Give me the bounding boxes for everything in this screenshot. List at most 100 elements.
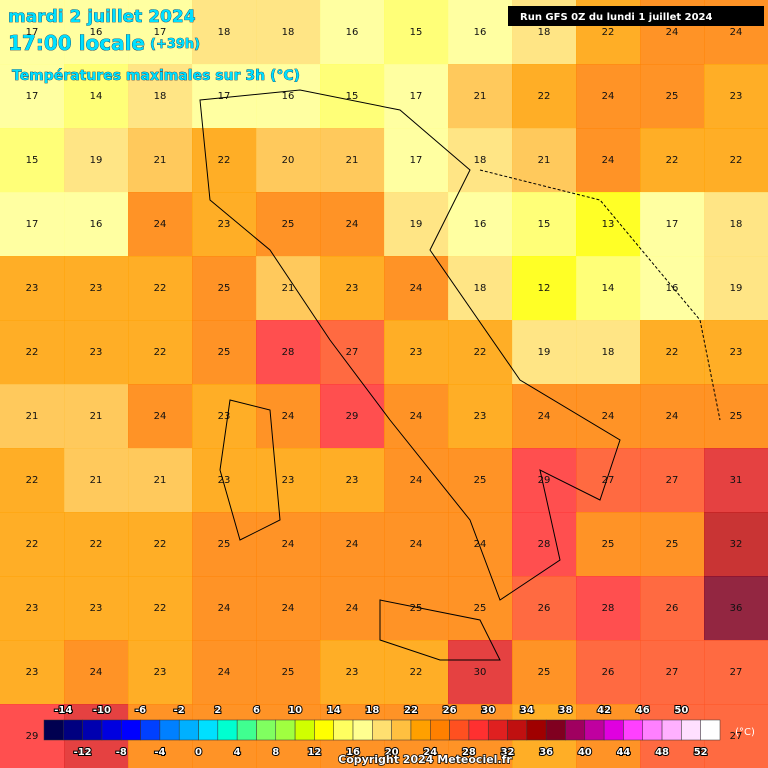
temp-cell (640, 192, 705, 257)
temp-cell (384, 192, 449, 257)
scale-box (294, 719, 315, 741)
temp-value: 16 (282, 91, 295, 102)
temp-cell (128, 448, 193, 513)
temp-cell (512, 64, 577, 129)
temp-cell (576, 384, 641, 449)
temp-value: 25 (218, 283, 231, 294)
temp-value: 16 (666, 283, 679, 294)
temp-value: 24 (154, 411, 167, 422)
temp-value: 23 (218, 411, 231, 422)
temp-cell (640, 64, 705, 129)
scale-box (623, 719, 643, 741)
scale-label: 34 (520, 705, 534, 716)
temp-value: 23 (474, 411, 487, 422)
temp-value: 18 (154, 91, 167, 102)
scale-box (43, 719, 64, 741)
temp-value: 22 (154, 347, 167, 358)
temp-value: 26 (602, 667, 615, 678)
temp-cell (512, 128, 577, 193)
temp-value: 21 (282, 283, 295, 294)
temp-value: 23 (90, 347, 103, 358)
temp-cell (704, 192, 768, 257)
scale-label: 18 (365, 705, 379, 716)
scale-label: -12 (74, 747, 92, 758)
temp-cell (640, 384, 705, 449)
scale-label: 6 (253, 705, 260, 716)
scale-label: -8 (116, 747, 127, 758)
temp-value: 22 (26, 347, 39, 358)
temp-cell (320, 320, 385, 385)
scale-label: 20 (385, 747, 399, 758)
temp-cell (128, 576, 193, 641)
temp-cell (256, 192, 321, 257)
temp-value: 27 (602, 475, 615, 486)
temp-value: 27 (666, 475, 679, 486)
temp-value: 17 (666, 219, 679, 230)
temp-cell (256, 576, 321, 641)
temp-cell (640, 448, 705, 513)
temp-value: 29 (26, 731, 39, 742)
temp-cell (128, 384, 193, 449)
scale-box (642, 719, 663, 741)
temp-cell (384, 128, 449, 193)
scale-box (661, 719, 682, 741)
temp-value: 24 (346, 219, 359, 230)
scale-label: -6 (135, 705, 146, 716)
temp-value: 24 (602, 155, 615, 166)
scale-box (63, 719, 83, 741)
temp-cell (448, 192, 513, 257)
coastline (379, 599, 501, 661)
scale-box (468, 719, 489, 741)
temp-value: 19 (410, 219, 423, 230)
temp-cell (128, 192, 193, 257)
temp-value: 22 (218, 155, 231, 166)
scale-box (487, 719, 508, 741)
temp-cell (128, 0, 193, 65)
scale-label: 40 (578, 747, 592, 758)
temp-value: 24 (666, 411, 679, 422)
scale-box (584, 719, 605, 741)
scale-box (82, 719, 103, 741)
temp-cell (256, 512, 321, 577)
temp-value: 25 (282, 219, 295, 230)
temp-value: 21 (90, 475, 103, 486)
temp-value: 24 (474, 539, 487, 550)
temp-value: 22 (474, 347, 487, 358)
scale-label: 48 (655, 747, 669, 758)
temp-cell (448, 640, 513, 705)
temp-value: 16 (474, 27, 487, 38)
temp-value: 22 (538, 91, 551, 102)
temp-cell (256, 640, 321, 705)
temp-cell (704, 128, 768, 193)
temp-value: 23 (346, 283, 359, 294)
temp-value: 27 (666, 667, 679, 678)
temp-value: 23 (730, 347, 743, 358)
temp-value: 36 (730, 603, 743, 614)
scale-box (333, 719, 354, 741)
temp-value: 22 (90, 539, 103, 550)
temp-cell (192, 64, 257, 129)
temp-cell (640, 512, 705, 577)
scale-label: 52 (694, 747, 708, 758)
temp-cell (576, 576, 641, 641)
scale-label: 16 (346, 747, 360, 758)
temp-cell (640, 320, 705, 385)
scale-label: 14 (327, 705, 341, 716)
temp-cell (128, 128, 193, 193)
temp-value: 21 (538, 155, 551, 166)
temp-value: 22 (410, 667, 423, 678)
temp-value: 25 (602, 539, 615, 550)
scale-box (140, 719, 161, 741)
temp-value: 21 (346, 155, 359, 166)
temp-value: 23 (346, 475, 359, 486)
temp-value: 29 (346, 411, 359, 422)
border (479, 169, 721, 421)
temp-cell (576, 512, 641, 577)
temp-value: 26 (538, 603, 551, 614)
temp-value: 21 (26, 411, 39, 422)
temp-cell (0, 256, 65, 321)
temp-value: 25 (538, 667, 551, 678)
temp-value: 21 (154, 155, 167, 166)
temp-cell (192, 192, 257, 257)
